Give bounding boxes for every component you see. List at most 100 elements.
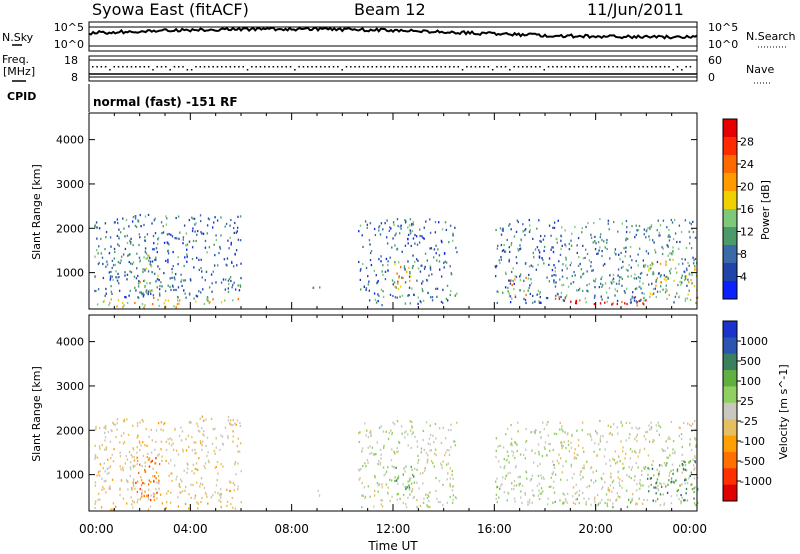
echo-cell [94,255,96,258]
echo-cell [532,301,534,304]
echo-cell [111,259,114,263]
echo-cell [500,243,503,247]
echo-cell [214,452,216,455]
echo-cell [153,495,155,498]
echo-cell [451,489,454,492]
echo-cell [404,485,406,489]
echo-cell [154,448,156,451]
nave-dot [289,66,292,68]
echo-cell [184,279,187,282]
echo-cell [646,499,649,502]
noise-right-tick-bottom: 10^0 [708,38,738,51]
echo-cell [576,429,578,432]
nave-dot [307,66,309,68]
echo-cell [613,280,615,283]
echo-cell [652,460,654,463]
nave-dot [178,66,180,68]
echo-cell [398,276,400,279]
echo-cell [444,221,447,224]
echo-cell [181,278,183,281]
nave-dot [431,66,434,68]
echo-cell [389,226,391,229]
echo-cell [691,488,694,491]
echo-cell [532,251,534,255]
echo-cell [401,294,404,297]
echo-cell [191,436,193,439]
echo-cell [629,231,631,234]
echo-cell [414,435,416,439]
echo-cell [194,452,196,455]
echo-cell [375,301,378,304]
echo-cell [142,270,144,274]
echo-cell [648,267,650,270]
echo-cell [107,430,110,434]
echo-cell [665,275,667,279]
echo-cell [558,296,560,299]
echo-cell [129,289,131,292]
echo-cell [519,453,522,456]
echo-cell [380,425,382,428]
echo-cell [541,454,544,458]
echo-cell [668,474,670,477]
echo-cell [588,497,590,501]
echo-cell [675,479,677,482]
echo-cell [630,266,633,269]
echo-cell [94,225,96,228]
echo-cell [650,421,652,424]
echo-cell [660,485,663,488]
echo-cell [399,285,402,288]
echo-cell [240,501,242,504]
echo-cell [630,477,632,480]
echo-cell [447,462,450,465]
echo-cell [169,501,172,504]
echo-cell [681,496,683,499]
echo-cell [549,449,551,453]
echo-cell [681,257,683,261]
echo-cell [658,464,661,467]
echo-cell [160,281,162,284]
echo-cell [612,273,615,276]
echo-cell [97,252,99,255]
echo-cell [577,453,579,457]
echo-cell [520,490,522,493]
echo-cell [440,441,443,444]
echo-cell [686,268,688,272]
echo-cell [659,262,662,265]
echo-cell [139,421,141,424]
echo-cell [543,262,545,265]
echo-cell [393,223,395,226]
echo-cell [367,275,369,278]
echo-cell [543,477,545,481]
echo-cell [582,476,584,479]
echo-cell [662,288,664,291]
echo-cell [616,299,619,302]
echo-cell [579,473,581,476]
echo-cell [617,268,620,271]
echo-cell [452,498,454,501]
echo-cell [160,440,163,443]
echo-cell [151,271,154,274]
echo-cell [529,479,532,482]
echo-cell [129,262,132,265]
echo-cell [600,295,602,298]
colorbar-segment [723,435,737,453]
nave-dot [534,66,537,68]
echo-cell [167,284,169,287]
nave-right-tick-top: 60 [708,54,722,67]
nave-dot [530,66,533,68]
echo-cell [607,222,610,225]
echo-cell [194,230,196,233]
echo-cell [358,478,360,481]
echo-cell [434,220,437,224]
echo-cell [599,217,601,221]
echo-cell [203,465,206,468]
echo-cell [669,269,671,273]
echo-cell [208,286,211,289]
echo-cell [420,447,423,450]
echo-cell [680,283,682,286]
echo-cell [389,478,391,481]
echo-cell [374,233,377,237]
echo-cell [554,266,557,269]
echo-cell [655,486,658,490]
echo-cell [619,478,621,481]
